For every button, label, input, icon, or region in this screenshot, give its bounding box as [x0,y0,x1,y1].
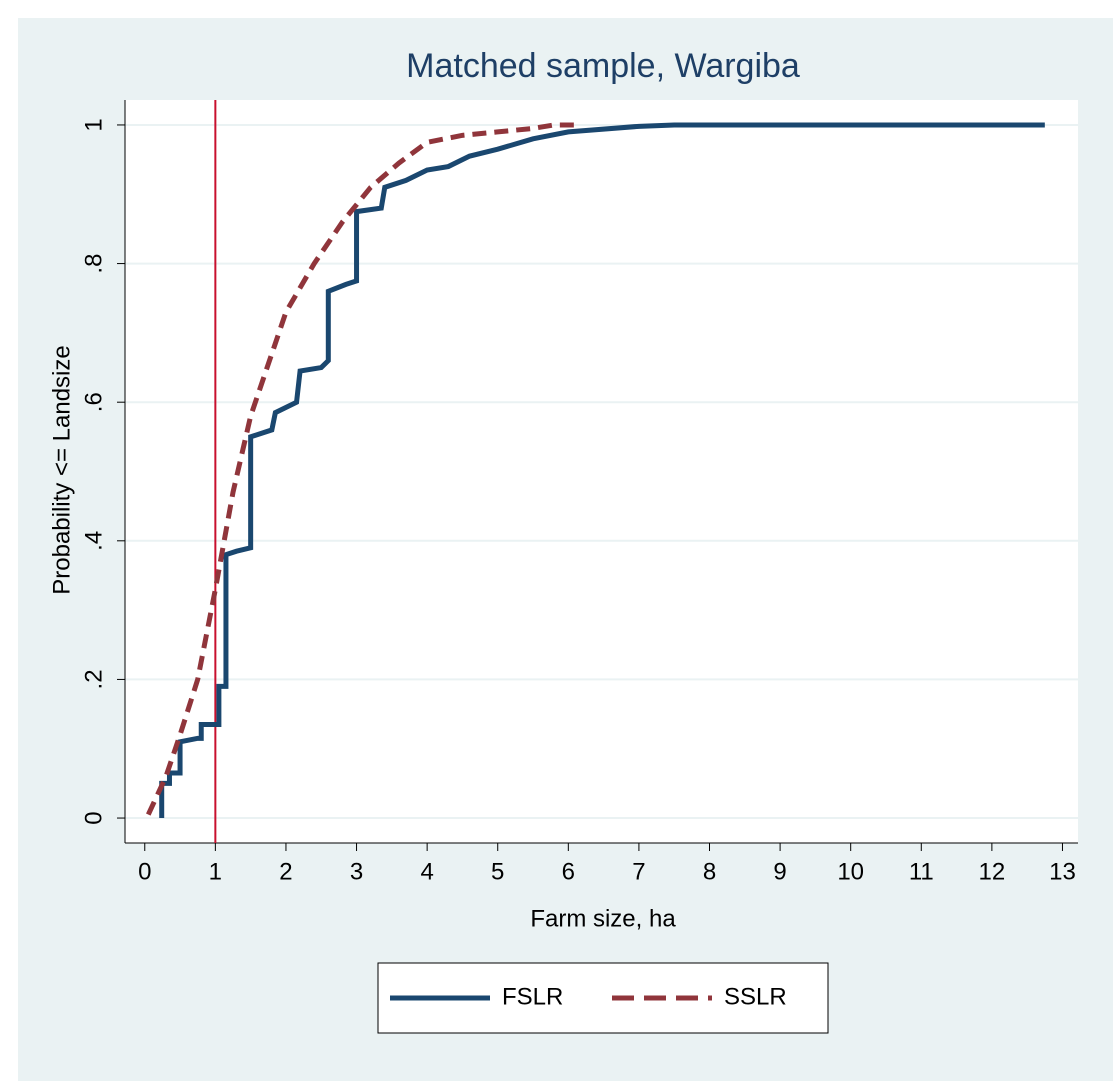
data-line [146,122,576,816]
legend-label: SSLR [724,983,787,1010]
x-tick-label: 5 [491,858,504,885]
plot-area [125,100,1078,843]
x-tick-label: 2 [279,858,292,885]
y-axis-label: Probability <= Landsize [48,345,75,595]
y-tick-label: 1 [80,118,107,131]
x-tick-label: 7 [632,858,645,885]
x-tick-label: 6 [562,858,575,885]
x-tick-label: 4 [420,858,433,885]
y-tick-label: .2 [80,669,107,689]
x-tick-label: 9 [773,858,786,885]
x-axis-label: Farm size, ha [530,905,676,932]
x-tick-label: 0 [138,858,151,885]
x-tick-label: 1 [209,858,222,885]
legend-label: FSLR [502,983,563,1010]
x-tick-label: 13 [1049,858,1076,885]
x-tick-label: 8 [703,858,716,885]
x-tick-label: 12 [979,858,1006,885]
y-tick-label: .8 [80,254,107,274]
y-tick-label: .4 [80,531,107,551]
x-tick-label: 11 [909,858,934,885]
chart-title: Matched sample, Wargiba [406,47,800,85]
data-line [159,122,1045,819]
y-tick-label: 0 [80,811,107,824]
x-tick-label: 10 [837,858,864,885]
y-tick-label: .6 [80,392,107,412]
x-tick-label: 3 [350,858,363,885]
